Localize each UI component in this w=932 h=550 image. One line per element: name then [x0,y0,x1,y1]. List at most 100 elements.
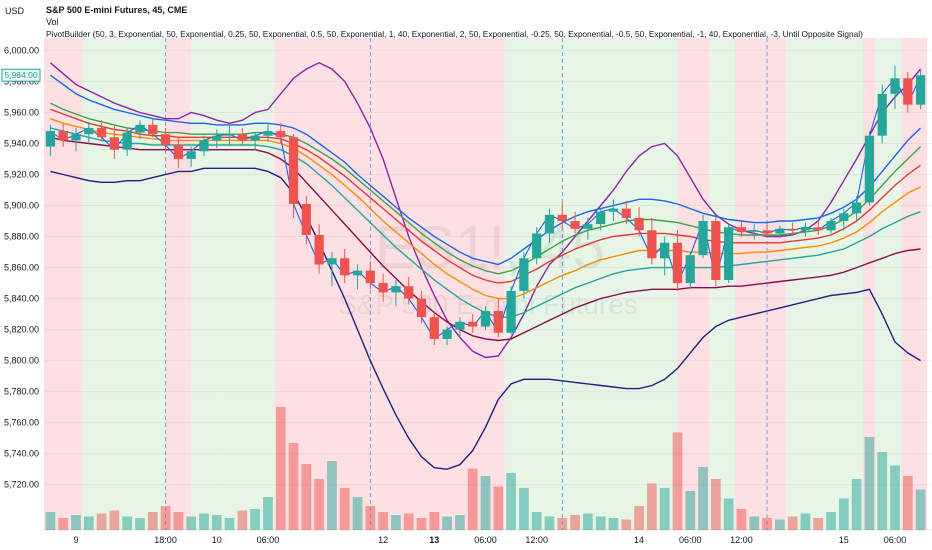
candle-body [212,135,222,141]
candle [314,224,324,274]
volume-bar [595,516,606,530]
candle-body [122,132,132,150]
candle [442,326,452,346]
candle-body [84,127,94,135]
volume-bar [339,488,350,530]
band-upper025 [50,108,922,284]
candle-body [416,298,427,318]
x-tick-label: 9 [73,535,78,545]
y-tick-label: 5,800.00 [4,356,39,366]
y-tick-label: 5,880.00 [4,232,39,242]
volume-bar [58,518,69,530]
candle-body [749,230,759,232]
candle-body [852,202,862,214]
volume-bar [160,506,171,530]
y-tick-label: 5,820.00 [4,325,39,335]
symbol-title: S&P 500 E-mini Futures, 45, CME [46,5,187,15]
candle [237,127,247,146]
time-axis[interactable]: 9 18:00 10 06:00 12 13 06:00 12:00 14 06:00 12:00 1… [44,529,932,545]
volume-bars [45,407,926,530]
candle [557,202,567,229]
x-tick-label: 06:00 [257,535,280,545]
candle [327,252,337,287]
candle-body [903,78,913,105]
candle [736,221,747,237]
trend-region-6 [504,38,678,530]
volume-bar [263,497,273,530]
volume-bar [800,513,811,530]
candle-body [634,217,644,231]
candle [698,214,708,259]
y-tick-label: 5,740.00 [4,449,39,459]
volume-bar [275,407,286,530]
price-axis[interactable]: 6,000.005,980.005,960.005,940.005,920.00… [4,45,39,489]
candle-body [621,208,631,218]
candle [84,121,94,144]
candle [109,126,119,159]
candle-body [532,233,542,259]
candle [762,224,772,237]
candle-body [608,208,619,212]
candle-body [685,255,695,284]
volume-bar [224,518,235,530]
volume-bar [83,516,94,530]
candle [544,208,555,243]
y-tick-label: 5,920.00 [4,170,39,180]
candle [915,69,926,110]
candle-body [429,317,439,339]
x-tick-label: 14 [634,535,644,545]
candle [186,146,196,167]
candle-body [826,221,836,231]
volume-bar [877,452,888,530]
candle [493,298,503,338]
x-tick-label: 13 [429,535,439,545]
volume-bar [544,516,555,530]
candle [276,123,286,144]
candle [468,314,478,333]
volume-bar [71,515,81,530]
volume-bar [96,513,107,530]
candle-body [493,311,503,333]
candle [250,132,260,150]
candle-body [647,230,657,259]
candle-body [96,127,107,138]
volume-bar [109,510,120,530]
candle-body [71,134,81,141]
volume-bar [557,518,568,530]
candle [711,216,721,287]
candle [160,127,171,152]
candle-body [506,290,516,333]
candle-body [237,134,247,141]
volume-bar [736,509,747,530]
x-tick-label: 18:00 [154,535,177,545]
candle [532,227,542,265]
candle-body [340,258,350,276]
candle-body [263,131,273,136]
volume-bar [902,476,913,530]
candle-body [596,211,606,225]
volume-bar [480,476,491,530]
y-tick-label: 5,720.00 [4,480,39,490]
symbol-watermark: ES1!, 45 S&P 500 E-mini Futures [338,214,638,320]
candle-body [148,124,158,135]
candle-body [199,140,209,152]
volume-bar [813,518,824,530]
volume-bar [646,483,657,530]
volume-bar [199,513,209,530]
volume-bar [135,518,145,530]
volume-bar [442,516,452,530]
volume-bar [429,512,440,530]
candle [877,84,887,144]
volume-bar [327,461,337,530]
candle [455,317,465,338]
candle-body [365,270,375,284]
volume-bar [506,473,516,530]
candle-body [250,135,260,141]
candle-body [788,228,798,231]
x-tick-label: 12 [378,535,388,545]
candle [864,131,875,206]
candle-body [915,75,926,105]
candle [839,208,849,231]
y-tick-label: 5,840.00 [4,294,39,304]
